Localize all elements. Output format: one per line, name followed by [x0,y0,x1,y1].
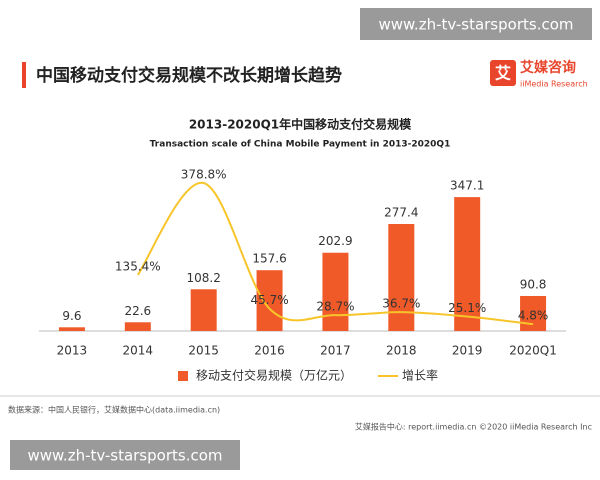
bar [388,224,415,331]
data-label: 28.7% [316,300,354,314]
data-label: 135.4% [115,259,161,273]
x-tick-label: 2017 [320,344,351,358]
data-label: 277.4 [384,206,418,220]
data-label: 157.6 [252,252,286,266]
title-accent [22,62,26,88]
logo-sub: iiMedia Research [520,80,588,89]
chart-subtitle: Transaction scale of China Mobile Paymen… [150,140,451,150]
data-label: 4.8% [518,309,549,323]
logo-name: 艾媒咨询 [520,59,576,76]
data-label: 22.6 [124,304,151,318]
x-tick-label: 2013 [57,344,88,358]
data-label: 108.2 [187,271,221,285]
data-label: 9.6 [62,309,81,323]
x-tick-label: 2014 [123,344,154,358]
bar [124,322,151,331]
source: 数据来源：中国人民银行，艾媒数据中心(data.iimedia.cn) [8,405,220,415]
legend-label: 增长率 [402,368,438,383]
data-label: 90.8 [520,277,547,291]
x-tick-label: 2016 [254,344,285,358]
data-label: 25.1% [448,301,486,315]
data-label: 347.1 [450,179,484,193]
bar [58,327,85,331]
bar [520,295,547,331]
data-label: 378.8% [181,168,227,182]
watermark: www.zh-tv-starsports.com [379,16,574,34]
footer: 艾媒报告中心: report.iimedia.cn ©2020 iiMedia … [355,422,592,432]
legend-swatch [178,371,188,381]
bar [190,289,217,331]
watermark: www.zh-tv-starsports.com [28,447,223,465]
logo-icon: 艾 [495,64,511,83]
line [136,181,534,326]
data-label: 36.7% [382,297,420,311]
chart-title: 2013-2020Q1年中国移动支付交易规模 [189,117,412,132]
data-label: 202.9 [318,234,352,248]
logo-icon-box [490,60,516,86]
bar [256,270,283,331]
bar [454,197,481,331]
data-label: 45.7% [251,293,289,307]
legend-label: 移动支付交易规模（万亿元） [196,368,352,383]
watermark-box [360,8,592,40]
x-tick-label: 2018 [386,344,417,358]
x-tick-label: 2020Q1 [509,344,557,358]
bar [322,252,349,331]
x-tick-label: 2019 [452,344,483,358]
watermark-box [10,440,240,470]
x-tick-label: 2015 [188,344,219,358]
header-title: 中国移动支付交易规模不改长期增长趋势 [36,65,342,86]
